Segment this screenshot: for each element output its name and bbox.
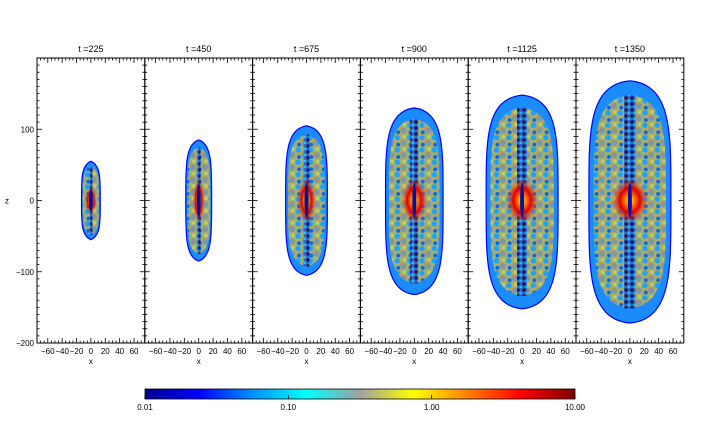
z-tick-label: 0 (30, 197, 35, 206)
x-tick-label: −20 (609, 347, 623, 356)
panel-title: t =450 (186, 44, 211, 54)
panel-2: −60 −40 −20 0 20 40 60 x t =450 (144, 44, 254, 366)
z-axis-label: z (5, 197, 9, 206)
colorbar-tick-label: 0.10 (281, 403, 297, 412)
colorbar-tick-label: 0.01 (137, 403, 153, 412)
x-tick-label: 0 (520, 347, 525, 356)
x-tick-label: 40 (331, 347, 340, 356)
x-tick-label: 20 (640, 347, 649, 356)
x-axis-label: x (197, 357, 201, 366)
z-tick-label: 100 (21, 125, 35, 134)
x-tick-label: −20 (393, 347, 407, 356)
x-axis-label: x (412, 357, 416, 366)
panel-3: −60 −40 −20 0 20 40 60 x t =675 (252, 44, 361, 366)
jet-axis (520, 182, 525, 219)
x-tick-label: −20 (178, 347, 192, 356)
jet-axis (627, 182, 632, 219)
x-tick-label: −40 (594, 347, 608, 356)
x-tick-label: −40 (55, 347, 69, 356)
x-tick-label: 60 (345, 347, 354, 356)
x-tick-label: 40 (223, 347, 232, 356)
x-tick-label: 0 (412, 347, 417, 356)
x-tick-label: −40 (487, 347, 501, 356)
x-tick-label: −60 (364, 347, 378, 356)
x-tick-label: 40 (546, 347, 555, 356)
panel-title: t =225 (78, 44, 103, 54)
x-tick-label: 40 (439, 347, 448, 356)
x-tick-label: 60 (130, 347, 139, 356)
colorbar-tick-label: 10.00 (565, 403, 586, 412)
panel-title: t =1350 (615, 44, 645, 54)
panel-6: −60 −40 −20 0 20 40 60 x t =1350 (575, 44, 685, 366)
x-tick-label: −40 (271, 347, 285, 356)
panel-5: −60 −40 −20 0 20 40 60 x t =1125 (467, 44, 577, 366)
x-tick-label: 60 (561, 347, 570, 356)
colorbar: 0.01 0.10 1.00 10.00 (137, 388, 586, 412)
z-tick-label: −200 (16, 339, 35, 348)
panel-title: t =675 (294, 44, 319, 54)
x-axis-label: x (89, 357, 93, 366)
panel-title: t =900 (402, 44, 427, 54)
x-axis-label: x (628, 357, 632, 366)
x-tick-label: 20 (532, 347, 541, 356)
x-tick-label: 60 (453, 347, 462, 356)
x-tick-label: 20 (101, 347, 110, 356)
jet-axis (88, 189, 93, 212)
colorbar-tick-label: 1.00 (424, 403, 440, 412)
x-tick-label: −60 (41, 347, 55, 356)
x-tick-label: −60 (580, 347, 594, 356)
x-tick-label: 40 (654, 347, 663, 356)
x-tick-label: 0 (196, 347, 201, 356)
x-tick-label: −20 (70, 347, 84, 356)
x-axis-label: x (305, 357, 309, 366)
x-tick-label: 60 (237, 347, 246, 356)
x-axis-label: x (520, 357, 524, 366)
x-tick-label: −60 (149, 347, 163, 356)
x-tick-label: 0 (628, 347, 633, 356)
x-tick-label: −20 (501, 347, 515, 356)
x-tick-label: 20 (316, 347, 325, 356)
x-tick-label: −60 (472, 347, 486, 356)
x-tick-label: 20 (424, 347, 433, 356)
x-tick-label: 40 (115, 347, 124, 356)
panel-title: t =1125 (507, 44, 537, 54)
jet-axis (412, 182, 417, 219)
x-tick-label: −40 (163, 347, 177, 356)
x-tick-label: 20 (209, 347, 218, 356)
z-tick-label: −100 (16, 268, 35, 277)
x-tick-label: −60 (257, 347, 271, 356)
x-tick-label: −20 (285, 347, 299, 356)
x-tick-label: 0 (89, 347, 94, 356)
x-tick-label: −40 (379, 347, 393, 356)
x-tick-label: 0 (304, 347, 309, 356)
panel-4: −60 −40 −20 0 20 40 60 x t =900 (359, 44, 469, 366)
jet-axis (196, 183, 201, 218)
x-tick-label: 60 (669, 347, 678, 356)
jet-axis (304, 182, 309, 219)
colorbar-bar (144, 388, 576, 400)
